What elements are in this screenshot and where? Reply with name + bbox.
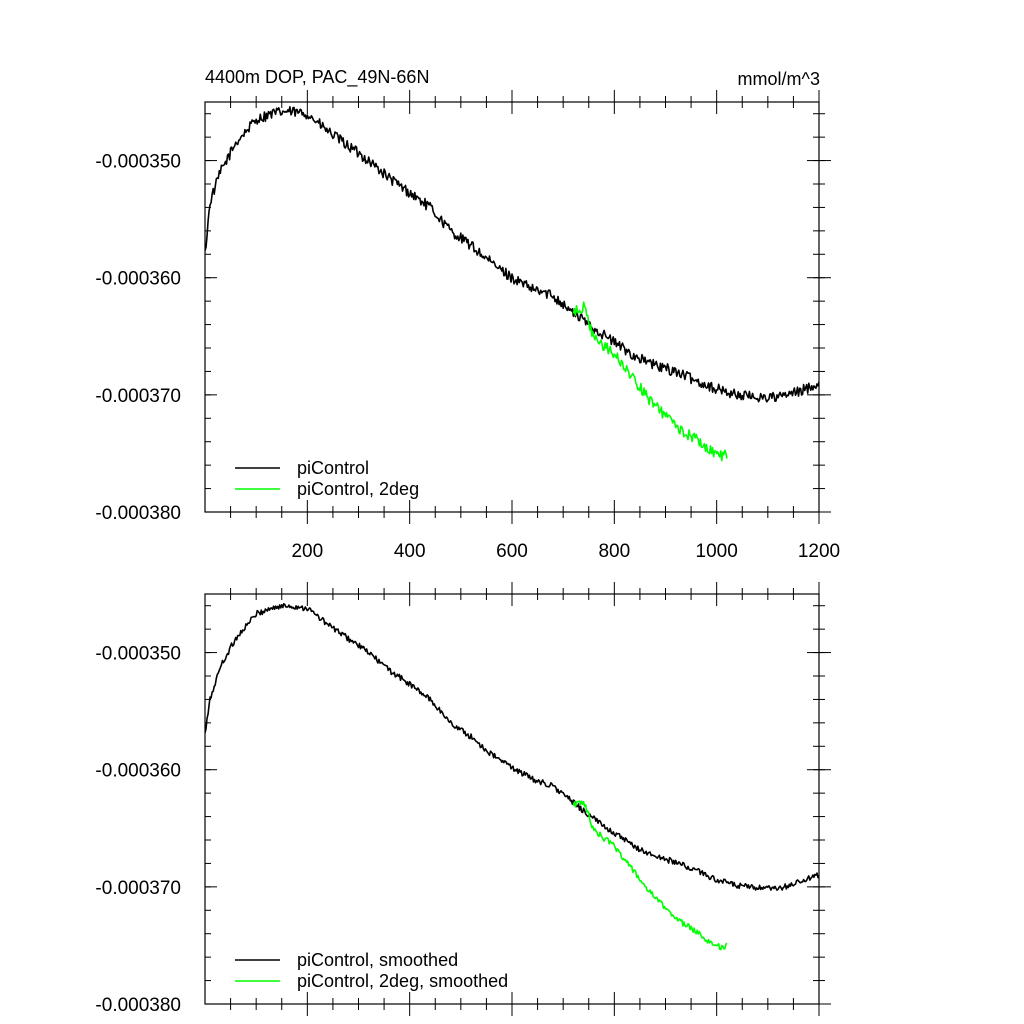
panel2-y-tick-label: -0.000360 xyxy=(95,761,181,782)
panel1-frame xyxy=(204,101,820,513)
panel2-legend-label: piControl, smoothed xyxy=(297,950,458,970)
panel1-units: mmol/m^3 xyxy=(738,69,820,89)
panel1-plot-area: 200 400 600 800 1000 1200 -0.000350 -0.000360 -0… xyxy=(95,90,840,562)
panel2-y-tick-label: -0.000380 xyxy=(95,995,181,1016)
panel1-series-line-2 xyxy=(572,301,728,462)
panel2-frame xyxy=(204,593,820,1005)
panel1-x-tick-label: 600 xyxy=(496,541,528,562)
panel1-y-tick-label: -0.000380 xyxy=(95,503,181,524)
panel1-x-tick-label: 200 xyxy=(291,541,323,562)
panel2-y-tick-label: -0.000350 xyxy=(95,644,181,665)
panel1-title: 4400m DOP, PAC_49N-66N xyxy=(205,67,429,88)
panel1-y-tick-label: -0.000360 xyxy=(95,269,181,290)
panel1-x-tick-label: 1200 xyxy=(798,541,840,562)
panel1-y-tick-label: -0.000370 xyxy=(95,386,181,407)
panel1-x-tick-label: 400 xyxy=(394,541,426,562)
panel1-y-tick-label: -0.000350 xyxy=(95,152,181,173)
panel1-legend-label: piControl, 2deg xyxy=(297,479,419,499)
panel2-series-line-1 xyxy=(205,602,819,891)
panel1-x-tick-label: 1000 xyxy=(696,541,738,562)
panel2-plot-area: -0.000350 -0.000360 -0.000370 -0.000380 piCo… xyxy=(95,582,831,1016)
panel1-series-line-1 xyxy=(205,106,819,403)
panel2-legend-label: piControl, 2deg, smoothed xyxy=(297,971,508,991)
panel2-y-tick-label: -0.000370 xyxy=(95,878,181,899)
panel1-x-tick-label: 800 xyxy=(598,541,630,562)
panel2-series-line-2 xyxy=(572,800,728,951)
panel1-legend-label: piControl xyxy=(297,458,369,478)
